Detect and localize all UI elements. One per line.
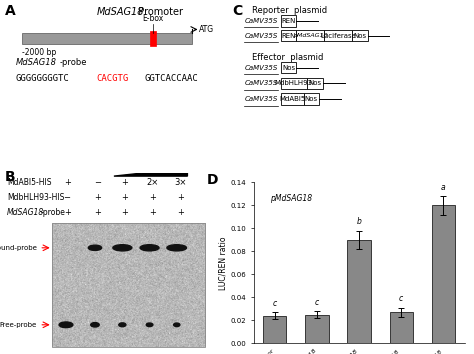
Text: -2000 bp: -2000 bp	[22, 48, 56, 57]
Text: MdABI5-HIS: MdABI5-HIS	[7, 178, 52, 187]
Text: GGGGGGGGTC: GGGGGGGGTC	[16, 74, 69, 82]
Ellipse shape	[173, 323, 180, 326]
Text: MdSAG18: MdSAG18	[16, 58, 56, 67]
Polygon shape	[114, 168, 187, 176]
Text: A: A	[5, 4, 16, 18]
Text: Nos: Nos	[305, 96, 318, 102]
Ellipse shape	[88, 245, 101, 251]
Bar	[303, 93, 319, 104]
Text: D: D	[207, 173, 219, 187]
Bar	[52, 223, 205, 347]
Bar	[150, 31, 155, 46]
Text: Reporter  plasmid: Reporter plasmid	[252, 6, 327, 15]
Bar	[22, 33, 192, 44]
Text: −: −	[64, 193, 71, 202]
Ellipse shape	[119, 323, 126, 327]
Text: 3×: 3×	[174, 178, 187, 187]
Text: 2×: 2×	[147, 178, 159, 187]
Text: REN: REN	[281, 33, 296, 39]
Bar	[352, 30, 368, 41]
Text: -probe: -probe	[60, 58, 87, 67]
Text: -probe: -probe	[41, 208, 66, 217]
Text: MdbHLH93-HIS: MdbHLH93-HIS	[7, 193, 64, 202]
Text: pMdSAG18: pMdSAG18	[271, 194, 312, 202]
Text: CaMV35S: CaMV35S	[245, 65, 278, 71]
Text: CaMV35S: CaMV35S	[245, 96, 278, 102]
Text: −: −	[94, 178, 100, 187]
Bar	[347, 240, 371, 343]
Bar	[281, 78, 307, 89]
Text: Nos: Nos	[309, 80, 322, 86]
Text: Nos: Nos	[353, 33, 366, 39]
Ellipse shape	[146, 323, 153, 326]
Text: ATG: ATG	[199, 25, 214, 34]
Text: MdABI5: MdABI5	[279, 96, 305, 102]
Ellipse shape	[113, 245, 132, 251]
Text: c: c	[273, 299, 277, 308]
Text: REN: REN	[281, 18, 296, 24]
Text: MdSAG18: MdSAG18	[7, 208, 44, 217]
Text: +: +	[64, 178, 71, 187]
Text: Free-probe: Free-probe	[0, 322, 37, 328]
Bar	[305, 315, 328, 343]
Bar	[263, 316, 286, 343]
Text: c: c	[315, 298, 319, 307]
Bar	[390, 312, 413, 343]
Text: E-box: E-box	[142, 14, 164, 23]
Text: a: a	[441, 183, 446, 192]
Text: +: +	[122, 178, 128, 187]
Text: MdbHLH93: MdbHLH93	[275, 80, 313, 86]
Ellipse shape	[167, 245, 187, 251]
Text: +: +	[149, 208, 156, 217]
Text: +: +	[94, 208, 100, 217]
Bar	[281, 93, 303, 104]
Text: Effector  plasmid: Effector plasmid	[252, 53, 323, 62]
Ellipse shape	[140, 245, 159, 251]
Ellipse shape	[91, 322, 99, 327]
Text: +: +	[149, 193, 156, 202]
Text: +: +	[122, 208, 128, 217]
Bar	[432, 205, 455, 343]
Bar	[281, 30, 296, 41]
Text: c: c	[399, 294, 403, 303]
Text: CaMV35S: CaMV35S	[245, 33, 278, 39]
Text: GGTCACCAAC: GGTCACCAAC	[144, 74, 198, 82]
Text: +: +	[177, 193, 184, 202]
Y-axis label: LUC/REN ratio: LUC/REN ratio	[219, 236, 228, 290]
Text: CaMV35S: CaMV35S	[245, 18, 278, 24]
Bar	[307, 78, 323, 89]
Text: +: +	[64, 208, 71, 217]
Text: Luciferase: Luciferase	[320, 33, 356, 39]
Text: +: +	[177, 208, 184, 217]
Text: CACGTG: CACGTG	[96, 74, 128, 82]
Text: CaMV35S: CaMV35S	[245, 80, 278, 86]
Text: C: C	[232, 4, 243, 18]
Text: Nos: Nos	[282, 65, 295, 71]
Text: Promoter: Promoter	[132, 7, 183, 17]
Bar	[281, 15, 296, 27]
Text: pMdSAG18: pMdSAG18	[293, 33, 328, 38]
Bar	[281, 62, 296, 73]
Bar	[324, 30, 352, 41]
Text: +: +	[94, 193, 100, 202]
Ellipse shape	[59, 322, 73, 328]
Text: Bound-probe: Bound-probe	[0, 245, 37, 251]
Text: B: B	[5, 170, 15, 184]
Text: +: +	[122, 193, 128, 202]
Text: MdSAG18: MdSAG18	[96, 7, 144, 17]
Text: b: b	[356, 217, 362, 226]
Bar	[296, 30, 324, 41]
